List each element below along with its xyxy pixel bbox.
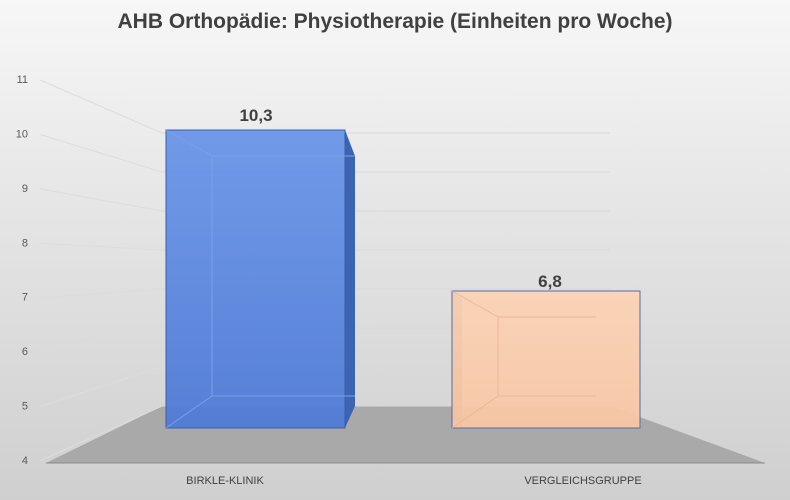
floor	[46, 406, 765, 463]
bar	[451, 290, 641, 429]
bar	[165, 129, 355, 429]
gridline-side	[39, 79, 163, 134]
gridline-side	[39, 366, 163, 408]
y-tick-label: 8	[22, 237, 28, 249]
bar-depth-edge	[165, 395, 213, 429]
bar-side	[345, 130, 355, 428]
y-tick-label: 4	[22, 455, 28, 467]
x-category-label: BIRKLE-KLINIK	[186, 475, 264, 487]
bar-depth-edge	[165, 129, 213, 157]
gridline-side	[39, 242, 163, 251]
chart-title: AHB Orthopädie: Physiotherapie (Einheite…	[117, 10, 673, 33]
gridline-side	[39, 133, 163, 173]
x-category-label: VERGLEICHSGRUPPE	[524, 475, 641, 487]
bar-depth-edge	[451, 395, 499, 429]
bar-depth-edge	[451, 290, 499, 318]
gridline-side	[39, 327, 163, 353]
y-tick-label: 5	[22, 401, 28, 413]
y-tick-label: 6	[22, 346, 28, 358]
y-tick-label: 7	[22, 292, 28, 304]
data-label: 6,8	[538, 272, 562, 291]
bar-front	[451, 290, 641, 429]
gridline-side	[39, 188, 163, 212]
y-tick-label: 11	[17, 74, 28, 86]
y-tick-label: 10	[16, 128, 28, 140]
bar-front	[165, 129, 346, 429]
gridline-side	[39, 405, 163, 462]
y-tick-label: 9	[22, 183, 28, 195]
gridline-side	[39, 288, 163, 299]
data-label: 10,3	[239, 106, 272, 125]
